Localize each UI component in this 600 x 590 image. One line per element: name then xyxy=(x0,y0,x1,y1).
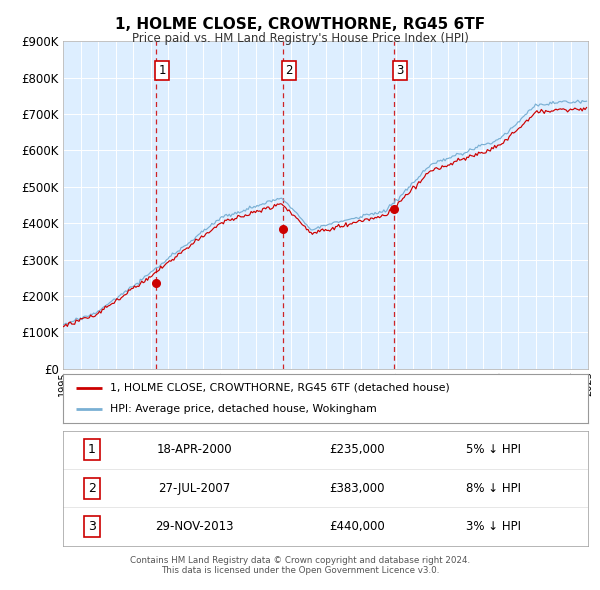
Text: 18-APR-2000: 18-APR-2000 xyxy=(157,443,232,457)
Text: £235,000: £235,000 xyxy=(329,443,385,457)
Text: This data is licensed under the Open Government Licence v3.0.: This data is licensed under the Open Gov… xyxy=(161,566,439,575)
Text: 3% ↓ HPI: 3% ↓ HPI xyxy=(466,520,521,533)
Text: 3: 3 xyxy=(397,64,404,77)
Text: 2: 2 xyxy=(286,64,293,77)
Text: 1, HOLME CLOSE, CROWTHORNE, RG45 6TF: 1, HOLME CLOSE, CROWTHORNE, RG45 6TF xyxy=(115,17,485,31)
Text: £440,000: £440,000 xyxy=(329,520,385,533)
Text: 1, HOLME CLOSE, CROWTHORNE, RG45 6TF (detached house): 1, HOLME CLOSE, CROWTHORNE, RG45 6TF (de… xyxy=(110,383,450,393)
Text: 27-JUL-2007: 27-JUL-2007 xyxy=(158,481,230,495)
Text: Contains HM Land Registry data © Crown copyright and database right 2024.: Contains HM Land Registry data © Crown c… xyxy=(130,556,470,565)
Text: 8% ↓ HPI: 8% ↓ HPI xyxy=(466,481,521,495)
Text: 3: 3 xyxy=(88,520,96,533)
Text: 1: 1 xyxy=(158,64,166,77)
Text: Price paid vs. HM Land Registry's House Price Index (HPI): Price paid vs. HM Land Registry's House … xyxy=(131,32,469,45)
Text: 5% ↓ HPI: 5% ↓ HPI xyxy=(466,443,521,457)
Text: £383,000: £383,000 xyxy=(329,481,385,495)
Text: 29-NOV-2013: 29-NOV-2013 xyxy=(155,520,233,533)
Text: 2: 2 xyxy=(88,481,96,495)
Text: 1: 1 xyxy=(88,443,96,457)
Text: HPI: Average price, detached house, Wokingham: HPI: Average price, detached house, Woki… xyxy=(110,404,377,414)
